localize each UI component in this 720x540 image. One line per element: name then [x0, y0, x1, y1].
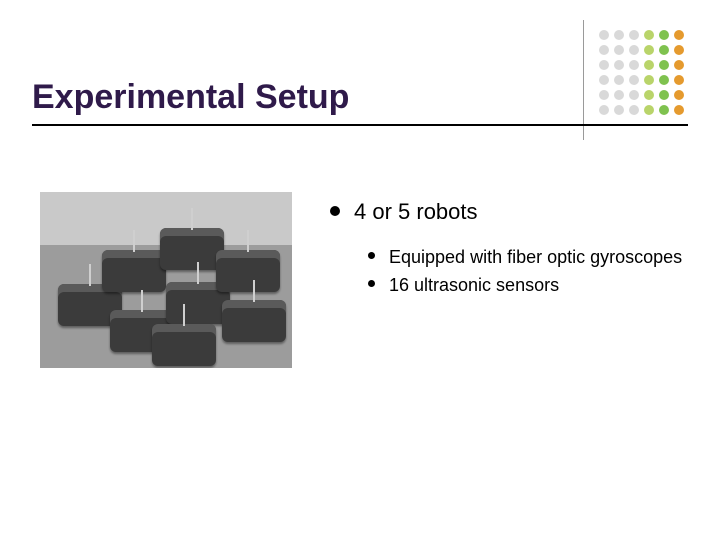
dot-icon — [644, 90, 654, 100]
dot-icon — [674, 30, 684, 40]
robots-photo — [40, 192, 292, 368]
bullet-content: 4 or 5 robots Equipped with fiber optic … — [330, 198, 690, 297]
robot-icon — [222, 300, 286, 342]
dot-icon — [614, 75, 624, 85]
bullet-disc-icon — [330, 206, 340, 216]
dot-icon — [629, 45, 639, 55]
dot-icon — [659, 105, 669, 115]
dot-icon — [674, 105, 684, 115]
title-underline — [32, 124, 688, 126]
dot-icon — [644, 75, 654, 85]
robot-icon — [152, 324, 216, 366]
robot-icon — [216, 250, 280, 292]
dot-icon — [674, 60, 684, 70]
dot-icon — [674, 90, 684, 100]
dot-icon — [614, 60, 624, 70]
dot-icon — [629, 30, 639, 40]
robot-icon — [160, 228, 224, 270]
page-title: Experimental Setup — [32, 78, 349, 117]
decorative-separator — [583, 20, 584, 140]
dot-icon — [644, 30, 654, 40]
dot-icon — [599, 105, 609, 115]
list-item: 16 ultrasonic sensors — [368, 273, 690, 297]
dot-icon — [644, 105, 654, 115]
dot-icon — [659, 45, 669, 55]
dot-icon — [599, 45, 609, 55]
dot-icon — [629, 90, 639, 100]
dot-icon — [599, 90, 609, 100]
dot-icon — [659, 30, 669, 40]
dot-icon — [614, 30, 624, 40]
list-item: 4 or 5 robots — [330, 198, 690, 227]
dot-icon — [599, 60, 609, 70]
sub-bullet-text: Equipped with fiber optic gyroscopes — [389, 245, 682, 269]
dot-icon — [644, 60, 654, 70]
dot-icon — [629, 105, 639, 115]
main-bullet-text: 4 or 5 robots — [354, 198, 478, 227]
dot-icon — [599, 30, 609, 40]
dot-icon — [614, 90, 624, 100]
dot-icon — [614, 105, 624, 115]
sub-list: Equipped with fiber optic gyroscopes 16 … — [368, 245, 690, 298]
decorative-dot-grid — [599, 30, 686, 117]
bullet-disc-icon — [368, 252, 375, 259]
bullet-disc-icon — [368, 280, 375, 287]
dot-icon — [599, 75, 609, 85]
sub-bullet-text: 16 ultrasonic sensors — [389, 273, 559, 297]
dot-icon — [659, 60, 669, 70]
dot-icon — [659, 90, 669, 100]
dot-icon — [629, 75, 639, 85]
dot-icon — [659, 75, 669, 85]
dot-icon — [614, 45, 624, 55]
robot-icon — [102, 250, 166, 292]
dot-icon — [674, 45, 684, 55]
list-item: Equipped with fiber optic gyroscopes — [368, 245, 690, 269]
dot-icon — [629, 60, 639, 70]
dot-icon — [644, 45, 654, 55]
dot-icon — [674, 75, 684, 85]
